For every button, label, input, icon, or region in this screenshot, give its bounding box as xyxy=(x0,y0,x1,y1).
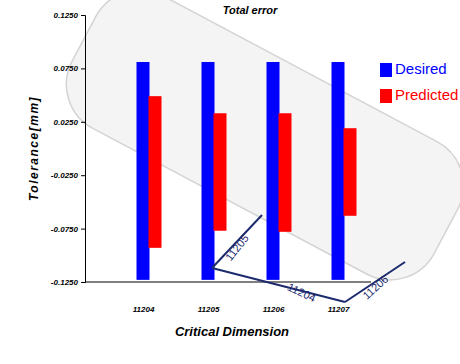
annotation: 11205 xyxy=(223,232,251,263)
y-tick-mark xyxy=(81,15,85,16)
y-tick-mark xyxy=(81,122,85,123)
bars xyxy=(137,62,357,280)
x-tick: 11204 xyxy=(133,305,155,314)
dimension-line xyxy=(212,215,262,268)
legend: Desired Predicted xyxy=(380,60,458,103)
legend-label: Desired xyxy=(395,60,447,77)
x-tick-label: 11206 xyxy=(263,305,285,314)
y-tick: -0.0250 xyxy=(51,171,85,180)
range-bar xyxy=(279,113,292,232)
y-tick: 0.0750 xyxy=(54,64,85,73)
x-tick: 11205 xyxy=(198,305,220,314)
x-axis-title: Critical Dimension xyxy=(175,324,289,339)
range-bar xyxy=(214,113,227,230)
x-tick-label: 11205 xyxy=(198,305,220,314)
y-tick-label: -0.0250 xyxy=(51,171,79,180)
annotations: 11205 11204 11206 xyxy=(212,215,405,304)
range-bar xyxy=(344,128,357,216)
x-tick-label: 11204 xyxy=(133,305,155,314)
x-tick: 11206 xyxy=(263,305,285,314)
y-tick: -0.1250 xyxy=(51,278,85,287)
y-tick-label: -0.0750 xyxy=(51,225,79,234)
legend-swatch xyxy=(380,63,392,77)
y-tick: 0.1250 xyxy=(54,11,85,20)
y-axis-title: Tolerance[mm] xyxy=(27,96,41,201)
y-axis-line xyxy=(81,16,86,283)
range-bar xyxy=(149,96,162,248)
y-tick-label: 0.0750 xyxy=(54,64,79,73)
legend-label: Predicted xyxy=(395,86,458,103)
y-tick: 0.0250 xyxy=(54,118,85,127)
y-tick-label: 0.0250 xyxy=(54,118,79,127)
y-tick-mark xyxy=(81,175,85,176)
background-illustration xyxy=(49,0,460,297)
y-tick-mark xyxy=(81,229,85,230)
dimension-line xyxy=(345,262,405,302)
dimension-line xyxy=(212,268,345,302)
chart-title: Total error xyxy=(223,4,278,16)
range-bar xyxy=(332,62,345,280)
y-tick-mark xyxy=(81,282,85,283)
x-axis-line xyxy=(85,282,371,283)
y-tick-label: -0.1250 xyxy=(51,278,79,287)
y-tick-mark xyxy=(81,68,85,69)
range-bar xyxy=(202,62,215,280)
y-axis: -0.1250 -0.0750 -0.0250 0.0250 0.0750 0.1250 xyxy=(51,11,86,287)
chart-container: -0.1250 -0.0750 -0.0250 0.0250 0.0750 0.1250 1… xyxy=(0,0,460,364)
annotation: 11204 xyxy=(286,281,318,304)
range-bar xyxy=(267,62,280,280)
annotation: 11206 xyxy=(360,273,390,302)
y-tick: -0.0750 xyxy=(51,225,85,234)
legend-swatch xyxy=(380,89,392,103)
chart-svg: -0.1250 -0.0750 -0.0250 0.0250 0.0750 0.1250 1… xyxy=(0,0,460,364)
series-0 xyxy=(137,62,345,280)
range-bar xyxy=(137,62,150,280)
phone-outline xyxy=(49,0,460,297)
x-tick: 11207 xyxy=(328,305,350,314)
x-tick-label: 11207 xyxy=(328,305,350,314)
y-tick-label: 0.1250 xyxy=(54,11,79,20)
